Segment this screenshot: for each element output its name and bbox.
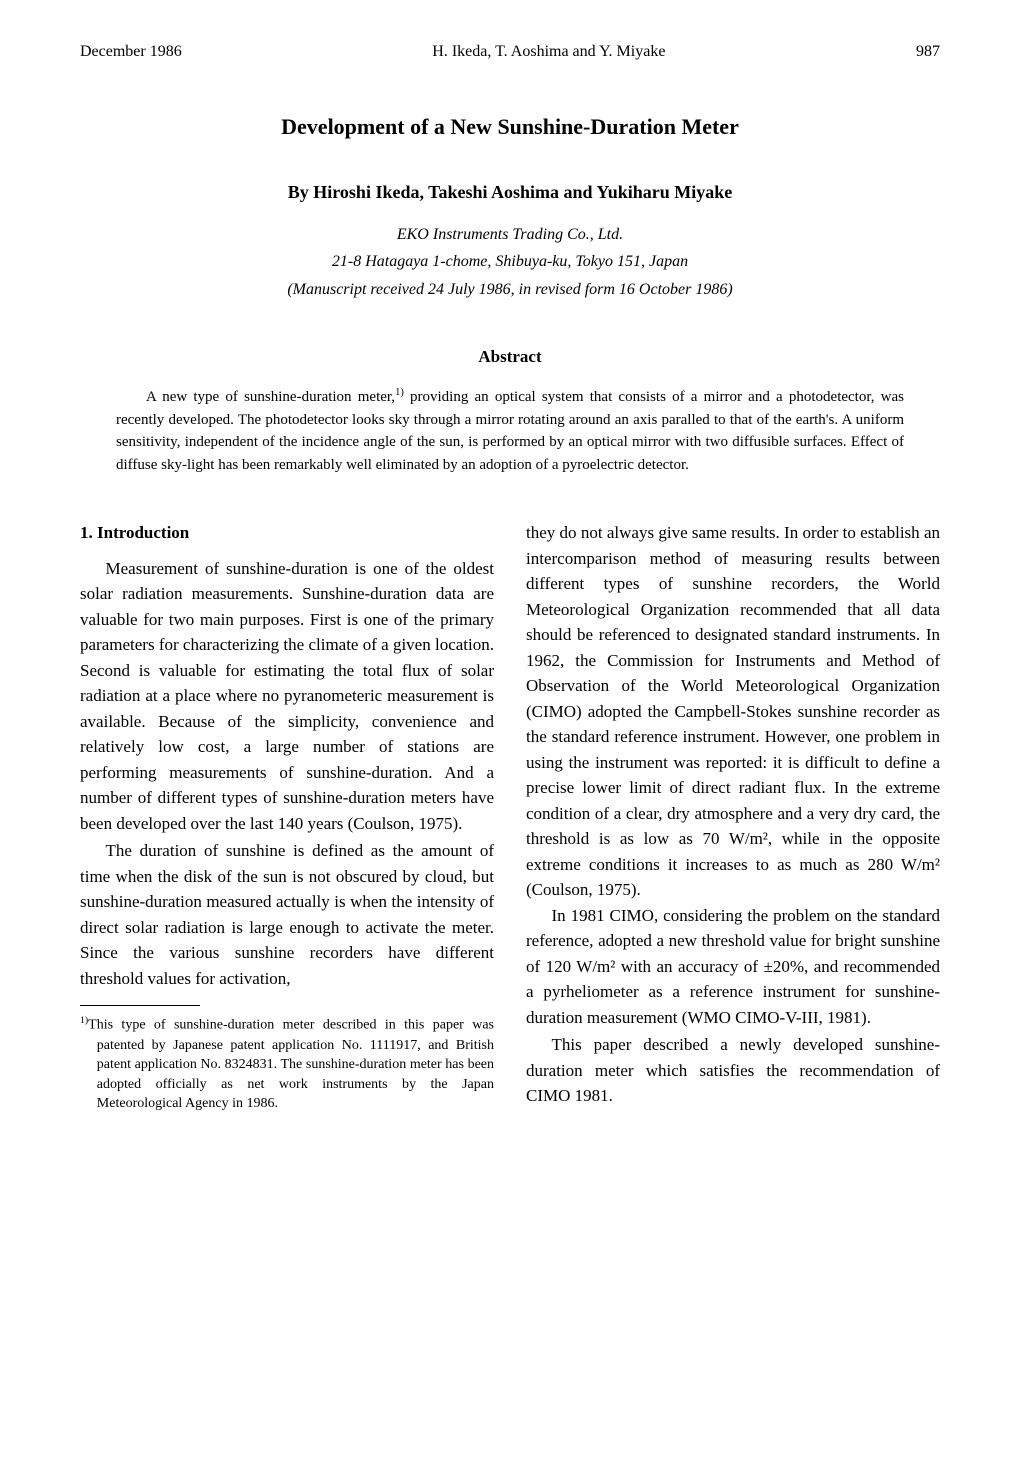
header-page-number: 987 xyxy=(916,40,940,63)
footnote-block: 1)This type of sunshine-duration meter d… xyxy=(80,1005,494,1114)
abstract-footnote-marker: 1) xyxy=(395,387,404,398)
intro-paragraph-5: This paper described a newly developed s… xyxy=(526,1032,940,1109)
manuscript-dates: (Manuscript received 24 July 1986, in re… xyxy=(80,278,940,301)
paper-title: Development of a New Sunshine-Duration M… xyxy=(80,111,940,143)
footnote-rule xyxy=(80,1005,200,1006)
affiliation-address: 21-8 Hatagaya 1-chome, Shibuya-ku, Tokyo… xyxy=(80,250,940,273)
section-1-heading: 1. Introduction xyxy=(80,520,494,546)
footnote-1: 1)This type of sunshine-duration meter d… xyxy=(80,1014,494,1114)
abstract-text-pre: A new type of sunshine-duration meter, xyxy=(146,389,395,405)
footnote-marker: 1) xyxy=(80,1015,88,1026)
header-authors: H. Ikeda, T. Aoshima and Y. Miyake xyxy=(432,40,665,63)
running-header: December 1986 H. Ikeda, T. Aoshima and Y… xyxy=(80,40,940,63)
footnote-text: This type of sunshine-duration meter des… xyxy=(88,1018,494,1111)
intro-paragraph-2: The duration of sunshine is defined as t… xyxy=(80,838,494,991)
header-date: December 1986 xyxy=(80,40,182,63)
body-columns: 1. Introduction Measurement of sunshine-… xyxy=(80,520,940,1114)
affiliation: EKO Instruments Trading Co., Ltd. xyxy=(80,223,940,246)
intro-paragraph-4: In 1981 CIMO, considering the problem on… xyxy=(526,903,940,1031)
abstract-heading: Abstract xyxy=(80,345,940,370)
author-byline: By Hiroshi Ikeda, Takeshi Aoshima and Yu… xyxy=(80,179,940,205)
intro-paragraph-3: they do not always give same results. In… xyxy=(526,520,940,903)
intro-paragraph-1: Measurement of sunshine-duration is one … xyxy=(80,556,494,837)
abstract-body: A new type of sunshine-duration meter,1)… xyxy=(116,385,904,476)
